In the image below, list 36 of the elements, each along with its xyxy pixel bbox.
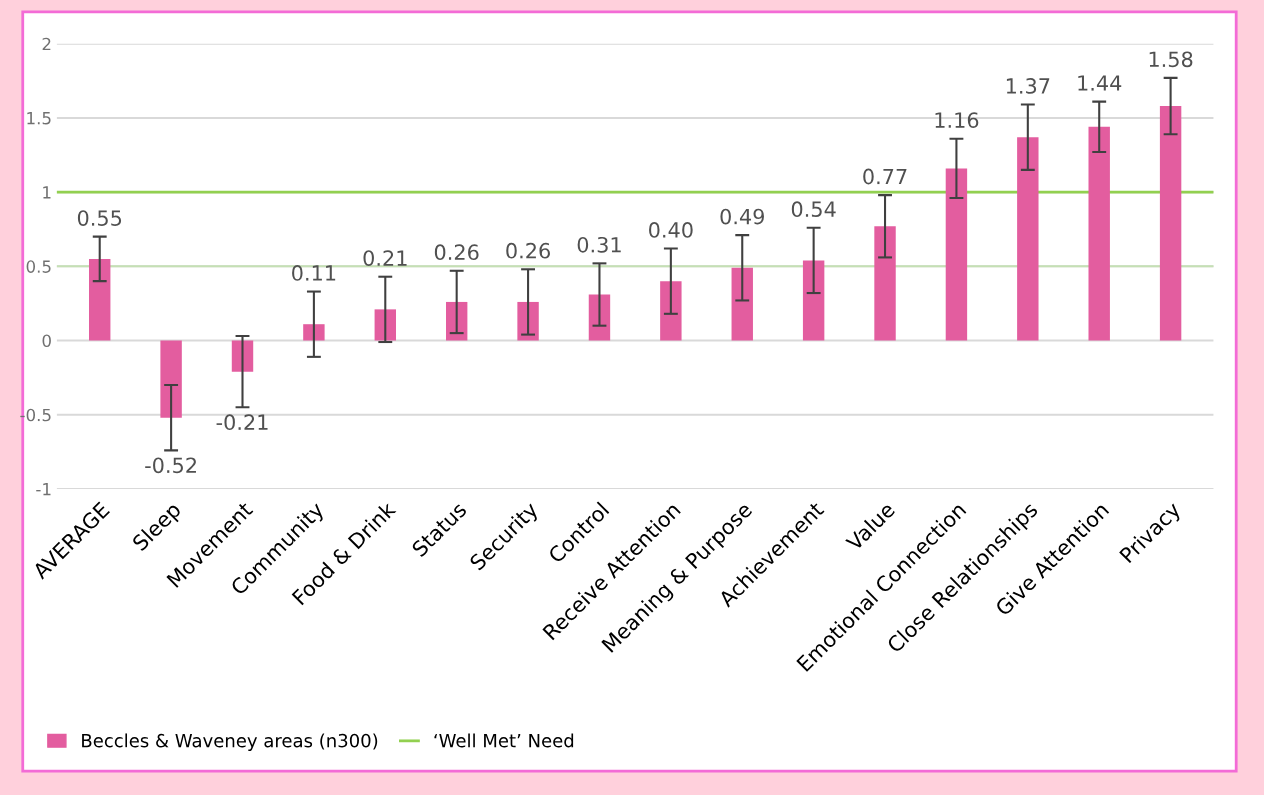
- data-label: -0.21: [216, 414, 268, 431]
- legend-label: ‘Well Met’ Need: [434, 733, 574, 748]
- bar: [945, 168, 968, 341]
- data-label: 0.26: [506, 242, 550, 259]
- bar: [802, 260, 825, 341]
- bar: [874, 226, 896, 341]
- y-tick-label: 1: [43, 186, 51, 199]
- y-tick-label: -1: [36, 483, 51, 496]
- data-label: 0.40: [649, 222, 693, 238]
- bar: [303, 324, 325, 341]
- y-tick-label: 0.5: [26, 260, 51, 273]
- bar: [374, 309, 396, 341]
- y-tick-label: 2: [42, 37, 51, 51]
- bar: [660, 281, 682, 341]
- bar: [1088, 126, 1110, 341]
- data-label: 1.37: [1006, 78, 1050, 94]
- bar: [731, 267, 753, 341]
- y-tick-label: 0: [42, 334, 51, 348]
- data-label: 0.54: [791, 201, 836, 218]
- data-label: 1.16: [935, 112, 979, 128]
- bar: [160, 340, 182, 418]
- data-label: 0.11: [292, 265, 336, 281]
- data-label: -0.52: [145, 457, 196, 474]
- data-label: 0.26: [434, 244, 479, 261]
- data-label: 1.58: [1149, 51, 1193, 68]
- bar: [1017, 137, 1039, 341]
- data-label: 0.49: [720, 208, 764, 225]
- data-label: 1.44: [1078, 75, 1122, 91]
- data-label: 0.31: [577, 236, 621, 253]
- bar: [1159, 106, 1182, 341]
- data-label: 0.55: [77, 210, 122, 226]
- y-tick-label: 1.5: [27, 112, 51, 125]
- bar: [89, 258, 111, 341]
- data-label: 0.77: [863, 168, 907, 185]
- legend-label: Beccles & Waveney areas (n300): [82, 733, 378, 751]
- data-label: 0.21: [363, 250, 407, 266]
